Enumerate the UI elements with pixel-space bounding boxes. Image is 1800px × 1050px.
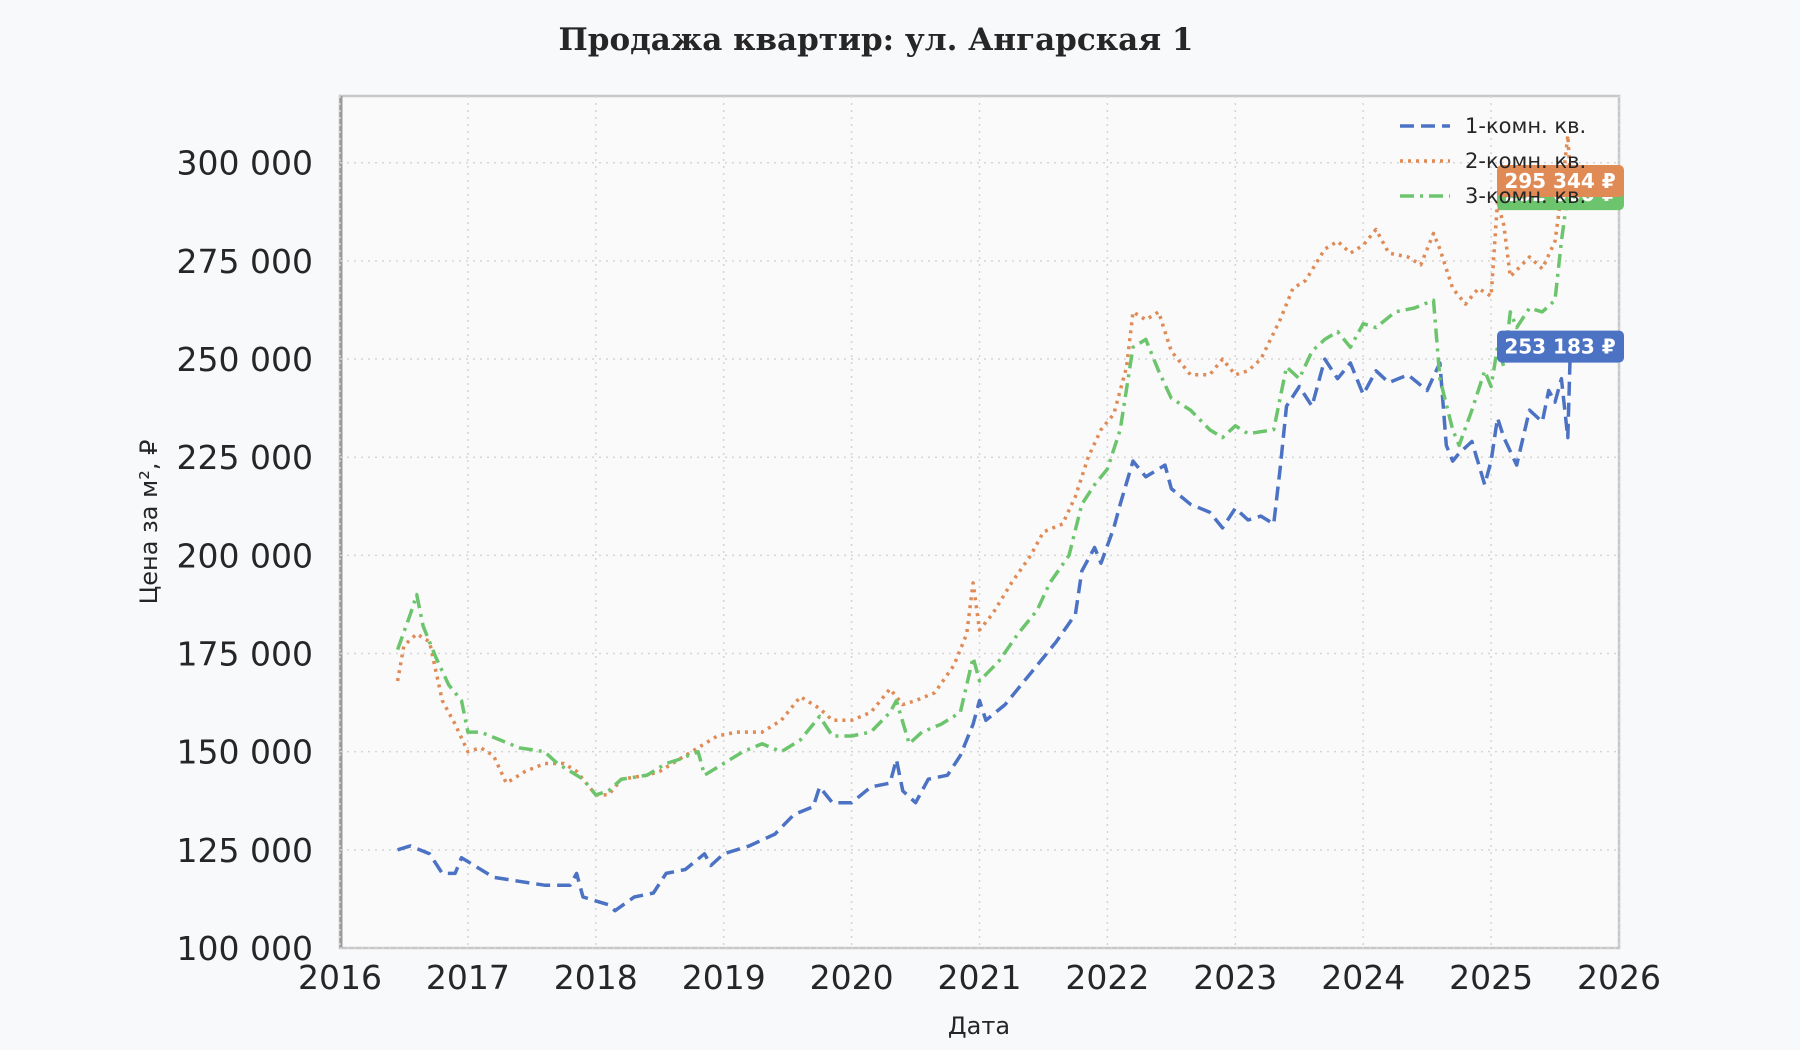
x-tick-label: 2025: [1449, 958, 1533, 997]
series-line-3: [395, 192, 1571, 797]
series-line-2: [395, 133, 1573, 797]
legend-item-2: 2-комн. кв.: [1400, 149, 1586, 173]
y-tick-label: 150 000: [177, 733, 313, 772]
grid-lines: [339, 96, 1620, 949]
y-tick-label: 275 000: [177, 242, 313, 281]
x-tick-label: 2024: [1321, 958, 1405, 997]
y-tick-label: 300 000: [177, 144, 313, 183]
y-tick-label: 225 000: [177, 438, 313, 477]
x-axis-ticks: 2016 2017 2018 2019 2020 2021 2022 2023 2024 2025…: [298, 958, 1661, 997]
x-tick-label: 2017: [426, 958, 510, 997]
end-label-2: 295 344 ₽: [1497, 165, 1624, 198]
series-line-1: [397, 346, 1573, 913]
x-tick-label: 2023: [1193, 958, 1277, 997]
end-label-1: 253 183 ₽: [1497, 330, 1624, 363]
legend-label: 3-комн. кв.: [1465, 184, 1586, 208]
end-label-background: [1497, 165, 1624, 198]
y-axis-label: Цена за м², ₽: [135, 440, 163, 605]
x-tick-label: 2018: [554, 958, 638, 997]
y-tick-label: 200 000: [177, 536, 313, 575]
series-group: [395, 133, 1573, 913]
x-tick-label: 2026: [1577, 958, 1661, 997]
end-label-text: 295 344 ₽: [1504, 169, 1615, 193]
legend-label: 1-комн. кв.: [1465, 114, 1586, 138]
x-tick-label: 2016: [298, 958, 382, 997]
end-value-labels: 253 183 ₽292 000 ₽295 344 ₽: [1497, 165, 1624, 363]
y-tick-label: 175 000: [177, 635, 313, 674]
y-tick-label: 100 000: [177, 929, 313, 968]
legend: 1-комн. кв. 2-комн. кв. 3-комн. кв.: [1400, 114, 1586, 208]
end-label-background: [1497, 330, 1624, 363]
y-tick-label: 250 000: [177, 340, 313, 379]
end-label-text: 253 183 ₽: [1504, 335, 1615, 359]
legend-item-3: 3-комн. кв.: [1400, 184, 1586, 208]
y-axis-ticks: 100 000 125 000 150 000 175 000 200 000 225 0…: [177, 144, 313, 968]
x-axis-label: Дата: [948, 1012, 1010, 1040]
x-tick-label: 2021: [938, 958, 1022, 997]
y-tick-label: 125 000: [177, 831, 313, 870]
legend-label: 2-комн. кв.: [1465, 149, 1586, 173]
chart-title: Продажа квартир: ул. Ангарская 1: [559, 22, 1194, 58]
x-tick-label: 2022: [1065, 958, 1149, 997]
legend-item-1: 1-комн. кв.: [1400, 114, 1586, 138]
x-tick-label: 2019: [682, 958, 766, 997]
x-tick-label: 2020: [810, 958, 894, 997]
